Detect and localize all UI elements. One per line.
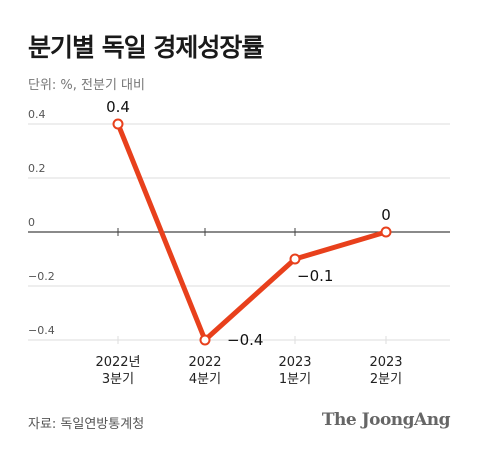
x-axis-ticks: 2022년 3분기 2022 4분기 2023 1분기 2023 2분기 [95,355,402,387]
source-note: 자료: 독일연방통계청 [28,417,145,432]
data-point [289,253,301,265]
x-tick-label: 3분기 [102,372,134,387]
y-tick-label: 0.4 [28,108,46,121]
x-tick-label: 2022 [188,355,221,370]
line-chart: 0.40.20−0.2−0.4 2022년3분기20224분기20231분기20… [28,98,450,387]
y-tick-label: −0.4 [28,324,55,337]
y-tick-label: −0.2 [28,270,55,283]
data-label: 0.4 [106,98,130,116]
y-tick-label: 0.2 [28,162,46,175]
x-tick-label: 2023 [278,355,311,370]
grid-layer [28,123,450,344]
x-tick-label: 2022년 [95,355,140,370]
data-label: −0.4 [227,331,263,349]
marker-layer [112,118,392,346]
x-tick-label: 2분기 [370,372,402,387]
x-tick-label: 4분기 [189,372,221,387]
data-point [199,334,211,346]
data-label: 0 [381,206,391,224]
x-tick-label: 2023 [369,355,402,370]
chart-title: 분기별 독일 경제성장률 [28,33,264,62]
series-line [115,121,389,343]
data-point [112,118,124,130]
y-axis-ticks: 0.4 0.2 0 −0.2 −0.4 [28,108,55,337]
data-label-layer: 0.4 −0.4 −0.1 0 [106,98,391,349]
y-tick-label: 0 [28,216,35,229]
series-layer [115,121,389,343]
data-point [380,226,392,238]
data-label: −0.1 [297,267,333,285]
x-tick-label: 1분기 [279,372,311,387]
chart-unit-subtitle: 단위: %, 전분기 대비 [28,78,145,93]
publisher-logo: The JoongAng [321,410,451,430]
